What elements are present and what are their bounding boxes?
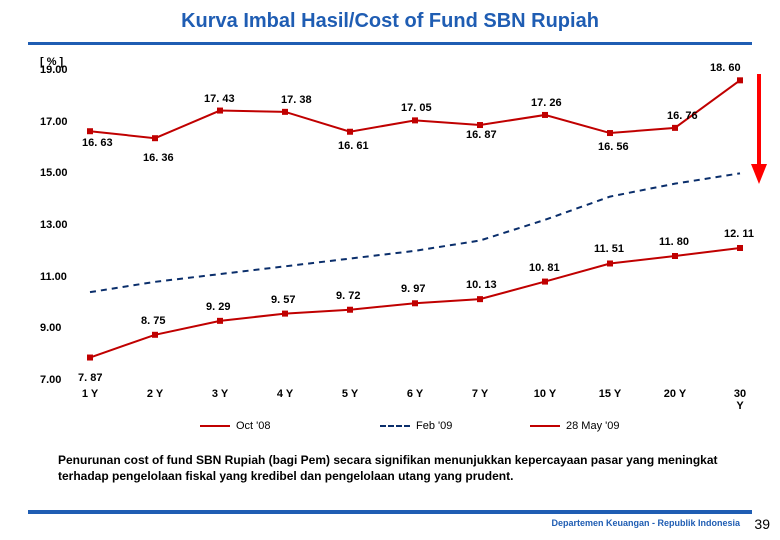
legend: Oct '08 Feb '09 28 May '09 xyxy=(0,420,780,442)
x-tick-label: 7 Y xyxy=(472,388,488,400)
data-label: 16. 76 xyxy=(667,110,698,122)
data-label: 9. 29 xyxy=(206,301,230,313)
legend-label: Oct '08 xyxy=(236,420,271,432)
page-title: Kurva Imbal Hasil/Cost of Fund SBN Rupia… xyxy=(0,10,780,33)
y-tick-label: 13.00 xyxy=(40,219,68,231)
footnote: Penurunan cost of fund SBN Rupiah (bagi … xyxy=(58,452,718,484)
y-tick-label: 17.00 xyxy=(40,116,68,128)
data-label: 16. 61 xyxy=(338,140,369,152)
legend-swatch xyxy=(530,425,560,427)
legend-swatch xyxy=(380,425,410,427)
y-tick-label: 7.00 xyxy=(40,374,61,386)
data-label: 10. 13 xyxy=(466,279,497,291)
x-tick-label: 30 Y xyxy=(734,388,746,412)
y-tick-label: 11.00 xyxy=(40,271,67,283)
x-tick-label: 3 Y xyxy=(212,388,228,400)
legend-label: 28 May '09 xyxy=(566,420,619,432)
series-feb09 xyxy=(90,173,740,292)
x-tick-label: 2 Y xyxy=(147,388,163,400)
down-arrow-icon xyxy=(748,70,770,190)
data-label: 9. 97 xyxy=(401,283,425,295)
x-tick-label: 20 Y xyxy=(664,388,686,400)
x-tick-label: 1 Y xyxy=(82,388,98,400)
data-label: 17. 05 xyxy=(401,102,432,114)
x-tick-label: 6 Y xyxy=(407,388,423,400)
legend-label: Feb '09 xyxy=(416,420,452,432)
data-label: 9. 57 xyxy=(271,294,295,306)
x-tick-label: 15 Y xyxy=(599,388,621,400)
legend-swatch xyxy=(200,425,230,427)
data-label: 17. 38 xyxy=(281,94,312,106)
x-tick-label: 10 Y xyxy=(534,388,556,400)
chart-svg xyxy=(40,56,750,416)
legend-item-oct08: Oct '08 xyxy=(200,420,271,432)
y-tick-label: 19.00 xyxy=(40,64,68,76)
x-tick-label: 4 Y xyxy=(277,388,293,400)
data-label: 16. 36 xyxy=(143,152,174,164)
data-label: 17. 43 xyxy=(204,93,235,105)
data-label: 17. 26 xyxy=(531,97,562,109)
page-number: 39 xyxy=(754,516,770,532)
data-label: 10. 81 xyxy=(529,262,560,274)
data-label: 9. 72 xyxy=(336,290,360,302)
data-label: 11. 51 xyxy=(594,243,624,255)
department-label: Departemen Keuangan - Republik Indonesia xyxy=(551,518,740,528)
data-label: 18. 60 xyxy=(710,62,741,74)
data-label: 16. 87 xyxy=(466,129,497,141)
chart-area: [ % ] 7.009.0011.0013.0015.0017.0019.001… xyxy=(40,56,750,416)
data-label: 12. 11 xyxy=(724,228,754,240)
legend-item-feb09: Feb '09 xyxy=(380,420,452,432)
x-tick-label: 5 Y xyxy=(342,388,358,400)
data-label: 16. 63 xyxy=(82,137,113,149)
data-label: 8. 75 xyxy=(141,315,165,327)
data-label: 11. 80 xyxy=(659,236,689,248)
footer-rule xyxy=(28,510,752,514)
legend-item-may09: 28 May '09 xyxy=(530,420,619,432)
y-tick-label: 9.00 xyxy=(40,322,61,334)
data-label: 7. 87 xyxy=(78,372,102,384)
y-tick-label: 15.00 xyxy=(40,167,68,179)
title-rule xyxy=(28,42,752,45)
data-label: 16. 56 xyxy=(598,141,629,153)
